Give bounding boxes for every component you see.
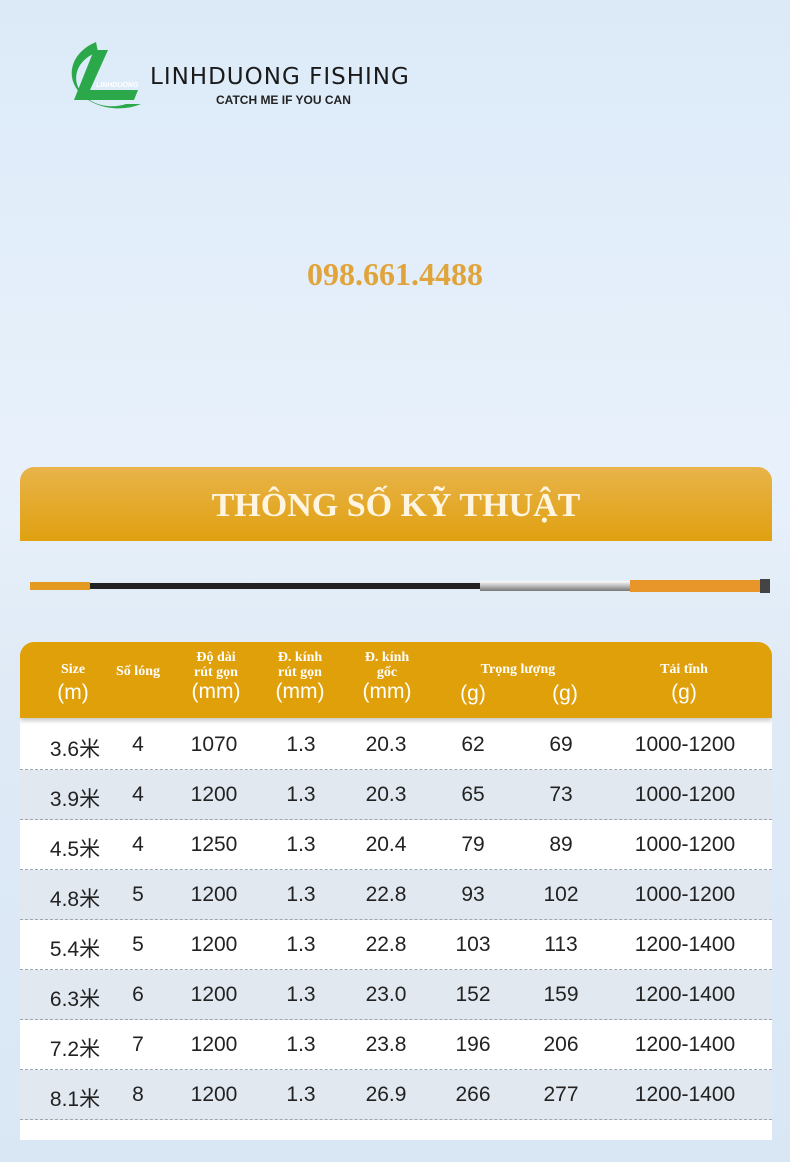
table-row: 5.4米 5 1200 1.3 22.8 103 113 1200-1400 xyxy=(20,920,772,970)
cell-size: 3.6米 xyxy=(49,738,101,761)
header-static-load: Tải tĩnh (g) xyxy=(660,662,708,704)
header-weight-unit-1: (g) xyxy=(460,682,486,705)
cell-sections: 6 xyxy=(132,983,144,1006)
logo-icon: LINHDUONG xyxy=(71,42,141,109)
cell-weight-1: 152 xyxy=(455,983,491,1006)
cell-closed-length: 1200 xyxy=(190,783,238,806)
cell-size: 6.3米 xyxy=(49,988,101,1011)
cell-tip-diameter: 1.3 xyxy=(286,833,316,856)
cell-sections: 8 xyxy=(132,1083,144,1106)
cell-weight-1: 196 xyxy=(455,1033,491,1056)
cell-sections: 7 xyxy=(132,1033,144,1056)
table-row: 3.9米 4 1200 1.3 20.3 65 73 1000-1200 xyxy=(20,770,772,820)
cell-size: 8.1米 xyxy=(49,1088,101,1111)
cell-weight-2: 89 xyxy=(549,833,573,856)
table-row: 4.5米 4 1250 1.3 20.4 79 89 1000-1200 xyxy=(20,820,772,870)
cell-sections: 4 xyxy=(132,733,144,756)
cell-tip-diameter: 1.3 xyxy=(286,983,316,1006)
svg-text:LINHDUONG: LINHDUONG xyxy=(96,82,139,89)
cell-butt-diameter: 23.8 xyxy=(365,1033,407,1056)
cell-closed-length: 1200 xyxy=(190,1083,238,1106)
cell-weight-1: 62 xyxy=(461,733,485,756)
cell-weight-2: 206 xyxy=(543,1033,579,1056)
spec-banner: THÔNG SỐ KỸ THUẬT xyxy=(20,467,772,541)
table-row: 6.3米 6 1200 1.3 23.0 152 159 1200-1400 xyxy=(20,970,772,1020)
cell-static-load: 1200-1400 xyxy=(634,1083,736,1106)
cell-weight-2: 113 xyxy=(544,933,578,956)
cell-weight-1: 93 xyxy=(461,883,485,906)
cell-size: 4.5米 xyxy=(49,838,101,861)
cell-butt-diameter: 20.4 xyxy=(365,833,407,856)
cell-size: 7.2米 xyxy=(49,1038,101,1061)
banner-title: THÔNG SỐ KỸ THUẬT xyxy=(211,487,581,524)
cell-tip-diameter: 1.3 xyxy=(286,1083,316,1106)
cell-static-load: 1200-1400 xyxy=(634,983,736,1006)
cell-size: 3.9米 xyxy=(49,788,101,811)
cell-static-load: 1000-1200 xyxy=(634,733,736,756)
cell-tip-diameter: 1.3 xyxy=(286,1033,316,1056)
cell-weight-2: 277 xyxy=(543,1083,579,1106)
header-weight-unit-2: (g) xyxy=(552,682,578,705)
table-row: 3.6米 4 1070 1.3 20.3 62 69 1000-1200 xyxy=(20,720,772,770)
cell-butt-diameter: 22.8 xyxy=(365,883,407,906)
cell-static-load: 1200-1400 xyxy=(634,933,736,956)
cell-weight-1: 65 xyxy=(461,783,485,806)
cell-weight-2: 69 xyxy=(549,733,573,756)
header-closed-length: Độ dài rút gọn (mm) xyxy=(191,650,241,703)
cell-sections: 4 xyxy=(132,833,144,856)
cell-butt-diameter: 26.9 xyxy=(365,1083,407,1106)
header-sections: Số lóng xyxy=(116,664,160,679)
cell-closed-length: 1200 xyxy=(190,933,238,956)
phone-number: 098.661.4488 xyxy=(307,256,483,292)
cell-tip-diameter: 1.3 xyxy=(286,733,316,756)
brand-name: LINHDUONG FISHING xyxy=(150,64,410,90)
cell-static-load: 1000-1200 xyxy=(634,783,736,806)
cell-weight-1: 103 xyxy=(455,933,491,956)
cell-butt-diameter: 20.3 xyxy=(365,733,407,756)
cell-weight-1: 79 xyxy=(461,833,485,856)
cell-sections: 5 xyxy=(132,933,144,956)
table-row: 8.1米 8 1200 1.3 26.9 266 277 1200-1400 xyxy=(20,1070,772,1120)
cell-weight-2: 73 xyxy=(549,783,573,806)
cell-static-load: 1000-1200 xyxy=(634,833,736,856)
table-row: 4.8米 5 1200 1.3 22.8 93 102 1000-1200 xyxy=(20,870,772,920)
cell-tip-diameter: 1.3 xyxy=(286,783,316,806)
cell-static-load: 1200-1400 xyxy=(634,1033,736,1056)
cell-tip-diameter: 1.3 xyxy=(286,883,316,906)
brand-tagline: CATCH ME IF YOU CAN xyxy=(216,93,351,107)
cell-sections: 4 xyxy=(132,783,144,806)
cell-closed-length: 1200 xyxy=(190,1033,238,1056)
header-weight: Trọng lượng xyxy=(480,662,556,677)
cell-size: 5.4米 xyxy=(49,938,101,961)
cell-butt-diameter: 22.8 xyxy=(365,933,407,956)
cell-closed-length: 1200 xyxy=(190,983,238,1006)
fishing-rod-image xyxy=(30,579,770,593)
cell-closed-length: 1250 xyxy=(190,833,238,856)
cell-weight-2: 159 xyxy=(543,983,579,1006)
header-butt-diameter: Đ. kính gốc (mm) xyxy=(362,650,412,703)
cell-butt-diameter: 20.3 xyxy=(365,783,407,806)
cell-closed-length: 1070 xyxy=(190,733,238,756)
cell-sections: 5 xyxy=(132,883,144,906)
spec-table: Size (m) Số lóng Độ dài rút gọn (mm) Đ. kí… xyxy=(20,642,772,1140)
cell-weight-2: 102 xyxy=(543,883,579,906)
cell-closed-length: 1200 xyxy=(190,883,238,906)
cell-static-load: 1000-1200 xyxy=(634,883,736,906)
table-header: Size (m) Số lóng Độ dài rút gọn (mm) Đ. kí… xyxy=(20,642,772,718)
cell-butt-diameter: 23.0 xyxy=(365,983,407,1006)
cell-size: 4.8米 xyxy=(49,888,101,911)
header-tip-diameter: Đ. kính rút gọn (mm) xyxy=(275,650,325,703)
cell-tip-diameter: 1.3 xyxy=(286,933,316,956)
table-row: 7.2米 7 1200 1.3 23.8 196 206 1200-1400 xyxy=(20,1020,772,1070)
header-size: Size (m) xyxy=(57,662,89,704)
cell-weight-1: 266 xyxy=(455,1083,491,1106)
